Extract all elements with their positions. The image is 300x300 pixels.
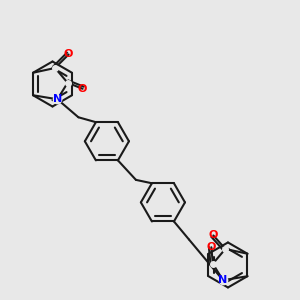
Text: O: O	[64, 50, 73, 59]
Text: N: N	[53, 94, 62, 104]
Text: O: O	[209, 230, 218, 240]
Text: O: O	[78, 84, 87, 94]
Text: O: O	[207, 242, 216, 252]
Text: N: N	[218, 275, 228, 285]
